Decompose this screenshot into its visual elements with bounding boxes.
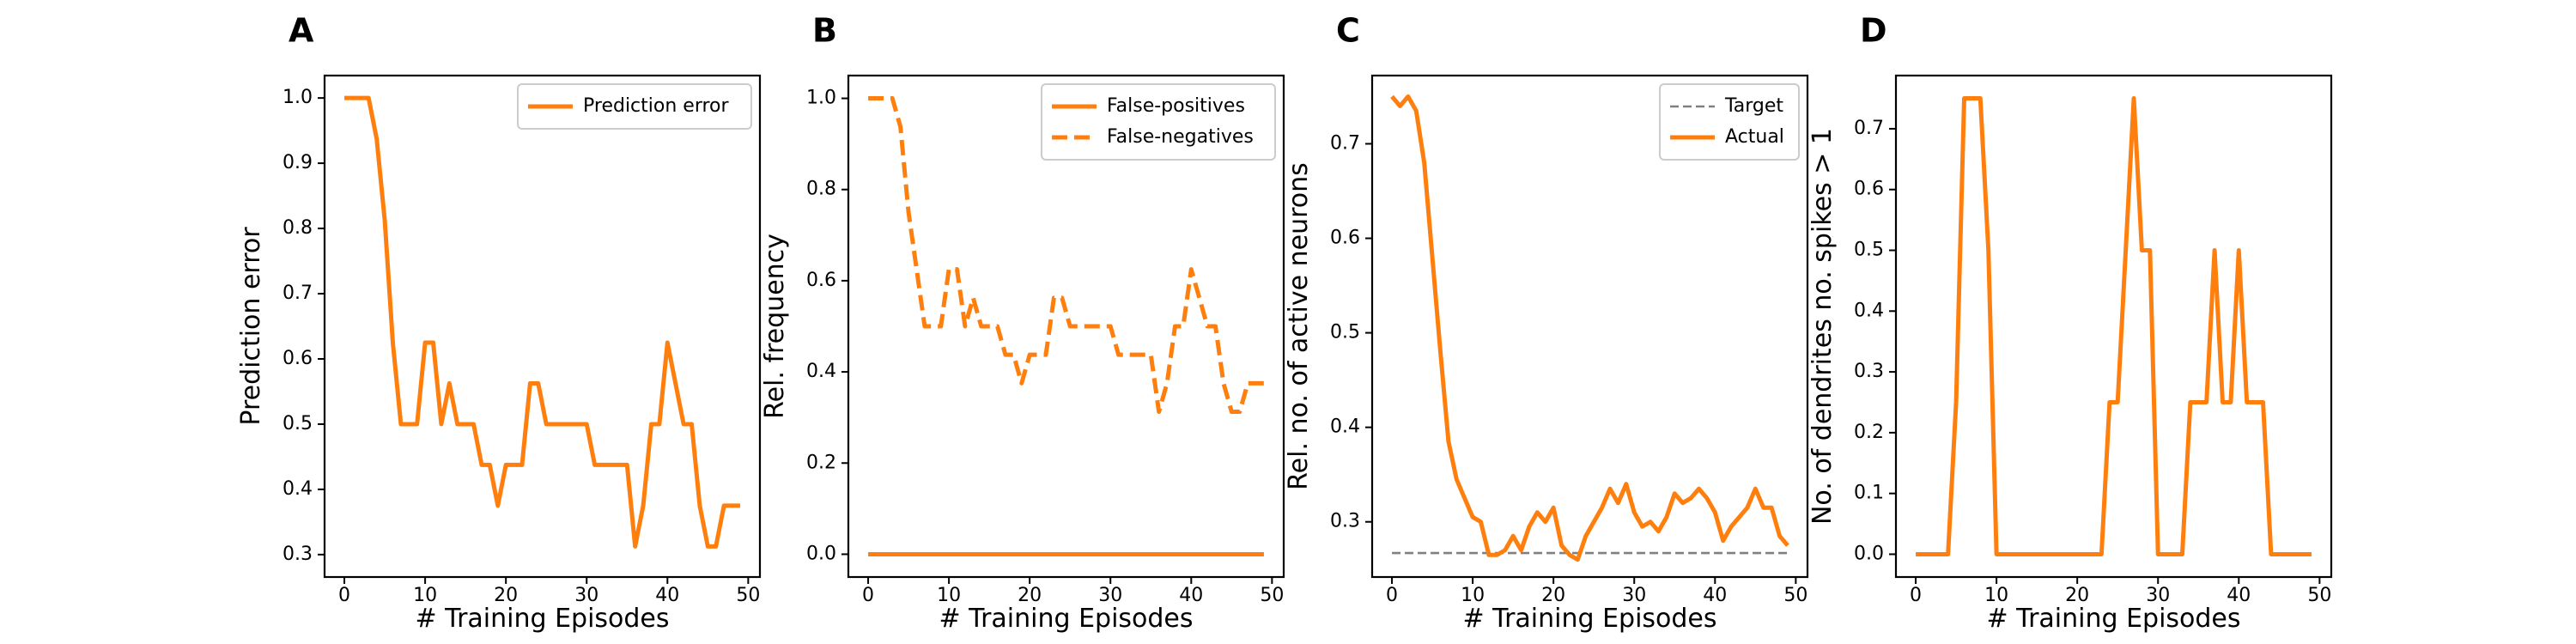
panel-letter: B — [812, 12, 837, 50]
plot-frame — [847, 74, 1285, 579]
y-axis-label: Rel. frequency — [760, 234, 790, 419]
y-tick-label: 0.4 — [806, 361, 836, 382]
panel-c: C 0 10 20 30 40 50 0.3 0.4 0.5 0.6 0.7 # Training Ep… — [1284, 12, 1809, 634]
x-tick-label: 0 — [338, 585, 350, 606]
y-tick-label: 0.7 — [1854, 118, 1884, 139]
x-tick-label: 20 — [494, 585, 518, 606]
x-tick-label: 40 — [2227, 585, 2251, 606]
legend-label: Prediction error — [583, 95, 729, 117]
legend-label: False-positives — [1107, 95, 1245, 117]
y-tick-label: 0.4 — [283, 478, 313, 500]
y-axis-label: Prediction error — [236, 227, 266, 426]
x-tick-label: 50 — [736, 585, 760, 606]
panel-a: A 0 10 20 30 40 50 0.3 0.4 0.5 0.6 0.7 0.8 0.9 1.0 # Tr… — [236, 12, 762, 634]
series-line-false-negatives — [868, 96, 1264, 415]
legend-label: Actual — [1725, 126, 1784, 148]
y-tick-label: 0.5 — [1854, 240, 1884, 261]
x-axis-label: # Training Episodes — [939, 604, 1193, 634]
x-tick-label: 50 — [1260, 585, 1284, 606]
legend: Target Actual — [1659, 83, 1800, 161]
x-tick-label: 0 — [1910, 585, 1922, 606]
x-tick-label: 30 — [1098, 585, 1122, 606]
x-tick-label: 0 — [1386, 585, 1398, 606]
series-line-prediction-error — [344, 95, 740, 549]
y-tick-label: 0.8 — [806, 179, 836, 200]
series-line-data — [1916, 96, 2312, 556]
panel-letter: C — [1336, 12, 1360, 50]
x-tick-label: 20 — [1018, 585, 1042, 606]
legend-box — [517, 83, 752, 130]
plot-frame — [1370, 74, 1809, 579]
y-tick-label: 0.7 — [283, 283, 313, 304]
x-tick-label: 50 — [2307, 585, 2331, 606]
x-tick-label: 10 — [1461, 585, 1485, 606]
x-tick-label: 30 — [2146, 585, 2170, 606]
plot-frame — [323, 74, 762, 579]
plot-frame — [1894, 74, 2333, 579]
y-axis-label: No. of dendrites no. spikes > 1 — [1807, 128, 1838, 525]
y-tick-label: 0.5 — [1330, 322, 1360, 343]
legend: Prediction error — [517, 83, 752, 130]
y-tick-label: 0.3 — [1330, 511, 1360, 532]
panel-d: D 0 10 20 30 40 50 0.0 0.1 0.2 0.3 0.4 0.5 0.6 0.7 # Tr… — [1807, 12, 2333, 634]
y-tick-label: 0.6 — [1330, 228, 1360, 249]
x-tick-label: 30 — [1622, 585, 1646, 606]
x-tick-label: 10 — [937, 585, 961, 606]
y-tick-label: 0.0 — [1854, 543, 1884, 564]
y-tick-label: 0.2 — [1854, 422, 1884, 443]
x-tick-label: 10 — [413, 585, 437, 606]
y-tick-label: 0.8 — [283, 217, 313, 239]
x-tick-label: 40 — [1703, 585, 1727, 606]
x-tick-label: 20 — [1541, 585, 1565, 606]
y-tick-label: 0.1 — [1854, 483, 1884, 504]
series-line-actual — [1390, 94, 1789, 562]
y-tick-label: 0.3 — [1854, 361, 1884, 382]
panel-letter: D — [1860, 12, 1887, 50]
y-tick-label: 0.3 — [283, 544, 313, 565]
x-tick-label: 40 — [655, 585, 679, 606]
panel-letter: A — [289, 12, 314, 50]
x-tick-label: 0 — [862, 585, 874, 606]
y-tick-label: 0.6 — [283, 348, 313, 369]
legend-box — [1659, 83, 1800, 161]
legend: False-positives False-negatives — [1041, 83, 1276, 161]
y-tick-label: 0.5 — [283, 413, 313, 434]
y-tick-label: 0.6 — [806, 270, 836, 291]
x-tick-label: 50 — [1783, 585, 1807, 606]
x-tick-label: 40 — [1179, 585, 1203, 606]
y-tick-label: 0.9 — [283, 152, 313, 173]
y-axis-label: Rel. no. of active neurons — [1284, 162, 1314, 490]
y-tick-label: 1.0 — [283, 87, 313, 108]
y-tick-label: 0.4 — [1854, 300, 1884, 321]
legend-box — [1041, 83, 1276, 161]
x-tick-label: 20 — [2065, 585, 2089, 606]
x-tick-label: 10 — [1984, 585, 2008, 606]
y-tick-label: 0.4 — [1330, 416, 1360, 438]
y-tick-label: 0.6 — [1854, 179, 1884, 200]
x-tick-label: 30 — [574, 585, 598, 606]
y-tick-label: 0.2 — [806, 452, 836, 473]
panel-b: B 0 10 20 30 40 50 0.0 0.2 0.4 0.6 0.8 1.0 # Training… — [760, 12, 1285, 634]
y-tick-label: 1.0 — [806, 88, 836, 109]
y-tick-label: 0.7 — [1330, 132, 1360, 154]
x-axis-label: # Training Episodes — [1986, 604, 2240, 634]
legend-label: Target — [1724, 95, 1783, 117]
y-tick-label: 0.0 — [806, 543, 836, 564]
x-axis-label: # Training Episodes — [1462, 604, 1716, 634]
legend-label: False-negatives — [1107, 126, 1254, 148]
x-axis-label: # Training Episodes — [415, 604, 669, 634]
